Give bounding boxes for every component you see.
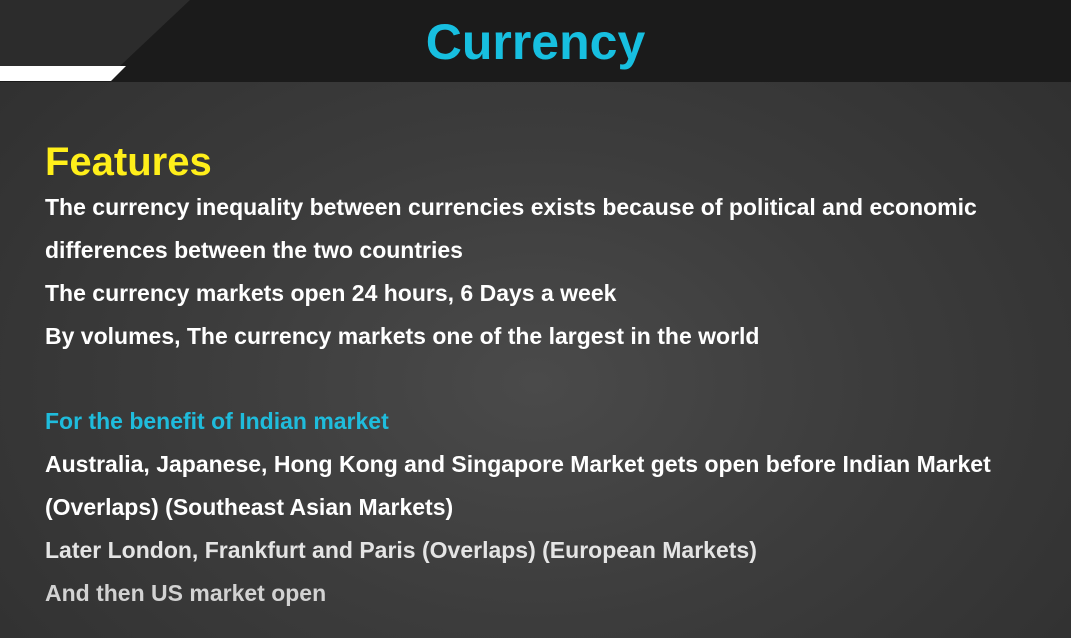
header-decoration-shape: [0, 0, 190, 81]
benefit-paragraph-2: Later London, Frankfurt and Paris (Overl…: [45, 537, 757, 563]
header-dark-wedge: [0, 0, 190, 66]
slide-content: Features The currency inequality between…: [45, 138, 1055, 615]
slide-title: Currency: [425, 14, 646, 70]
features-paragraph-3: By volumes, The currency markets one of …: [45, 323, 760, 349]
section-spacer: [45, 358, 1055, 400]
header-decoration: [0, 0, 1071, 82]
features-heading: Features: [45, 140, 212, 184]
features-paragraph-1: The currency inequality between currenci…: [45, 194, 977, 263]
features-paragraph-2: The currency markets open 24 hours, 6 Da…: [45, 280, 617, 306]
benefit-paragraph-1: Australia, Japanese, Hong Kong and Singa…: [45, 451, 991, 520]
benefit-paragraph-3: And then US market open: [45, 580, 327, 606]
header-band: [0, 0, 1071, 82]
header-white-stripe: [0, 66, 126, 81]
benefit-heading: For the benefit of Indian market: [45, 408, 389, 434]
